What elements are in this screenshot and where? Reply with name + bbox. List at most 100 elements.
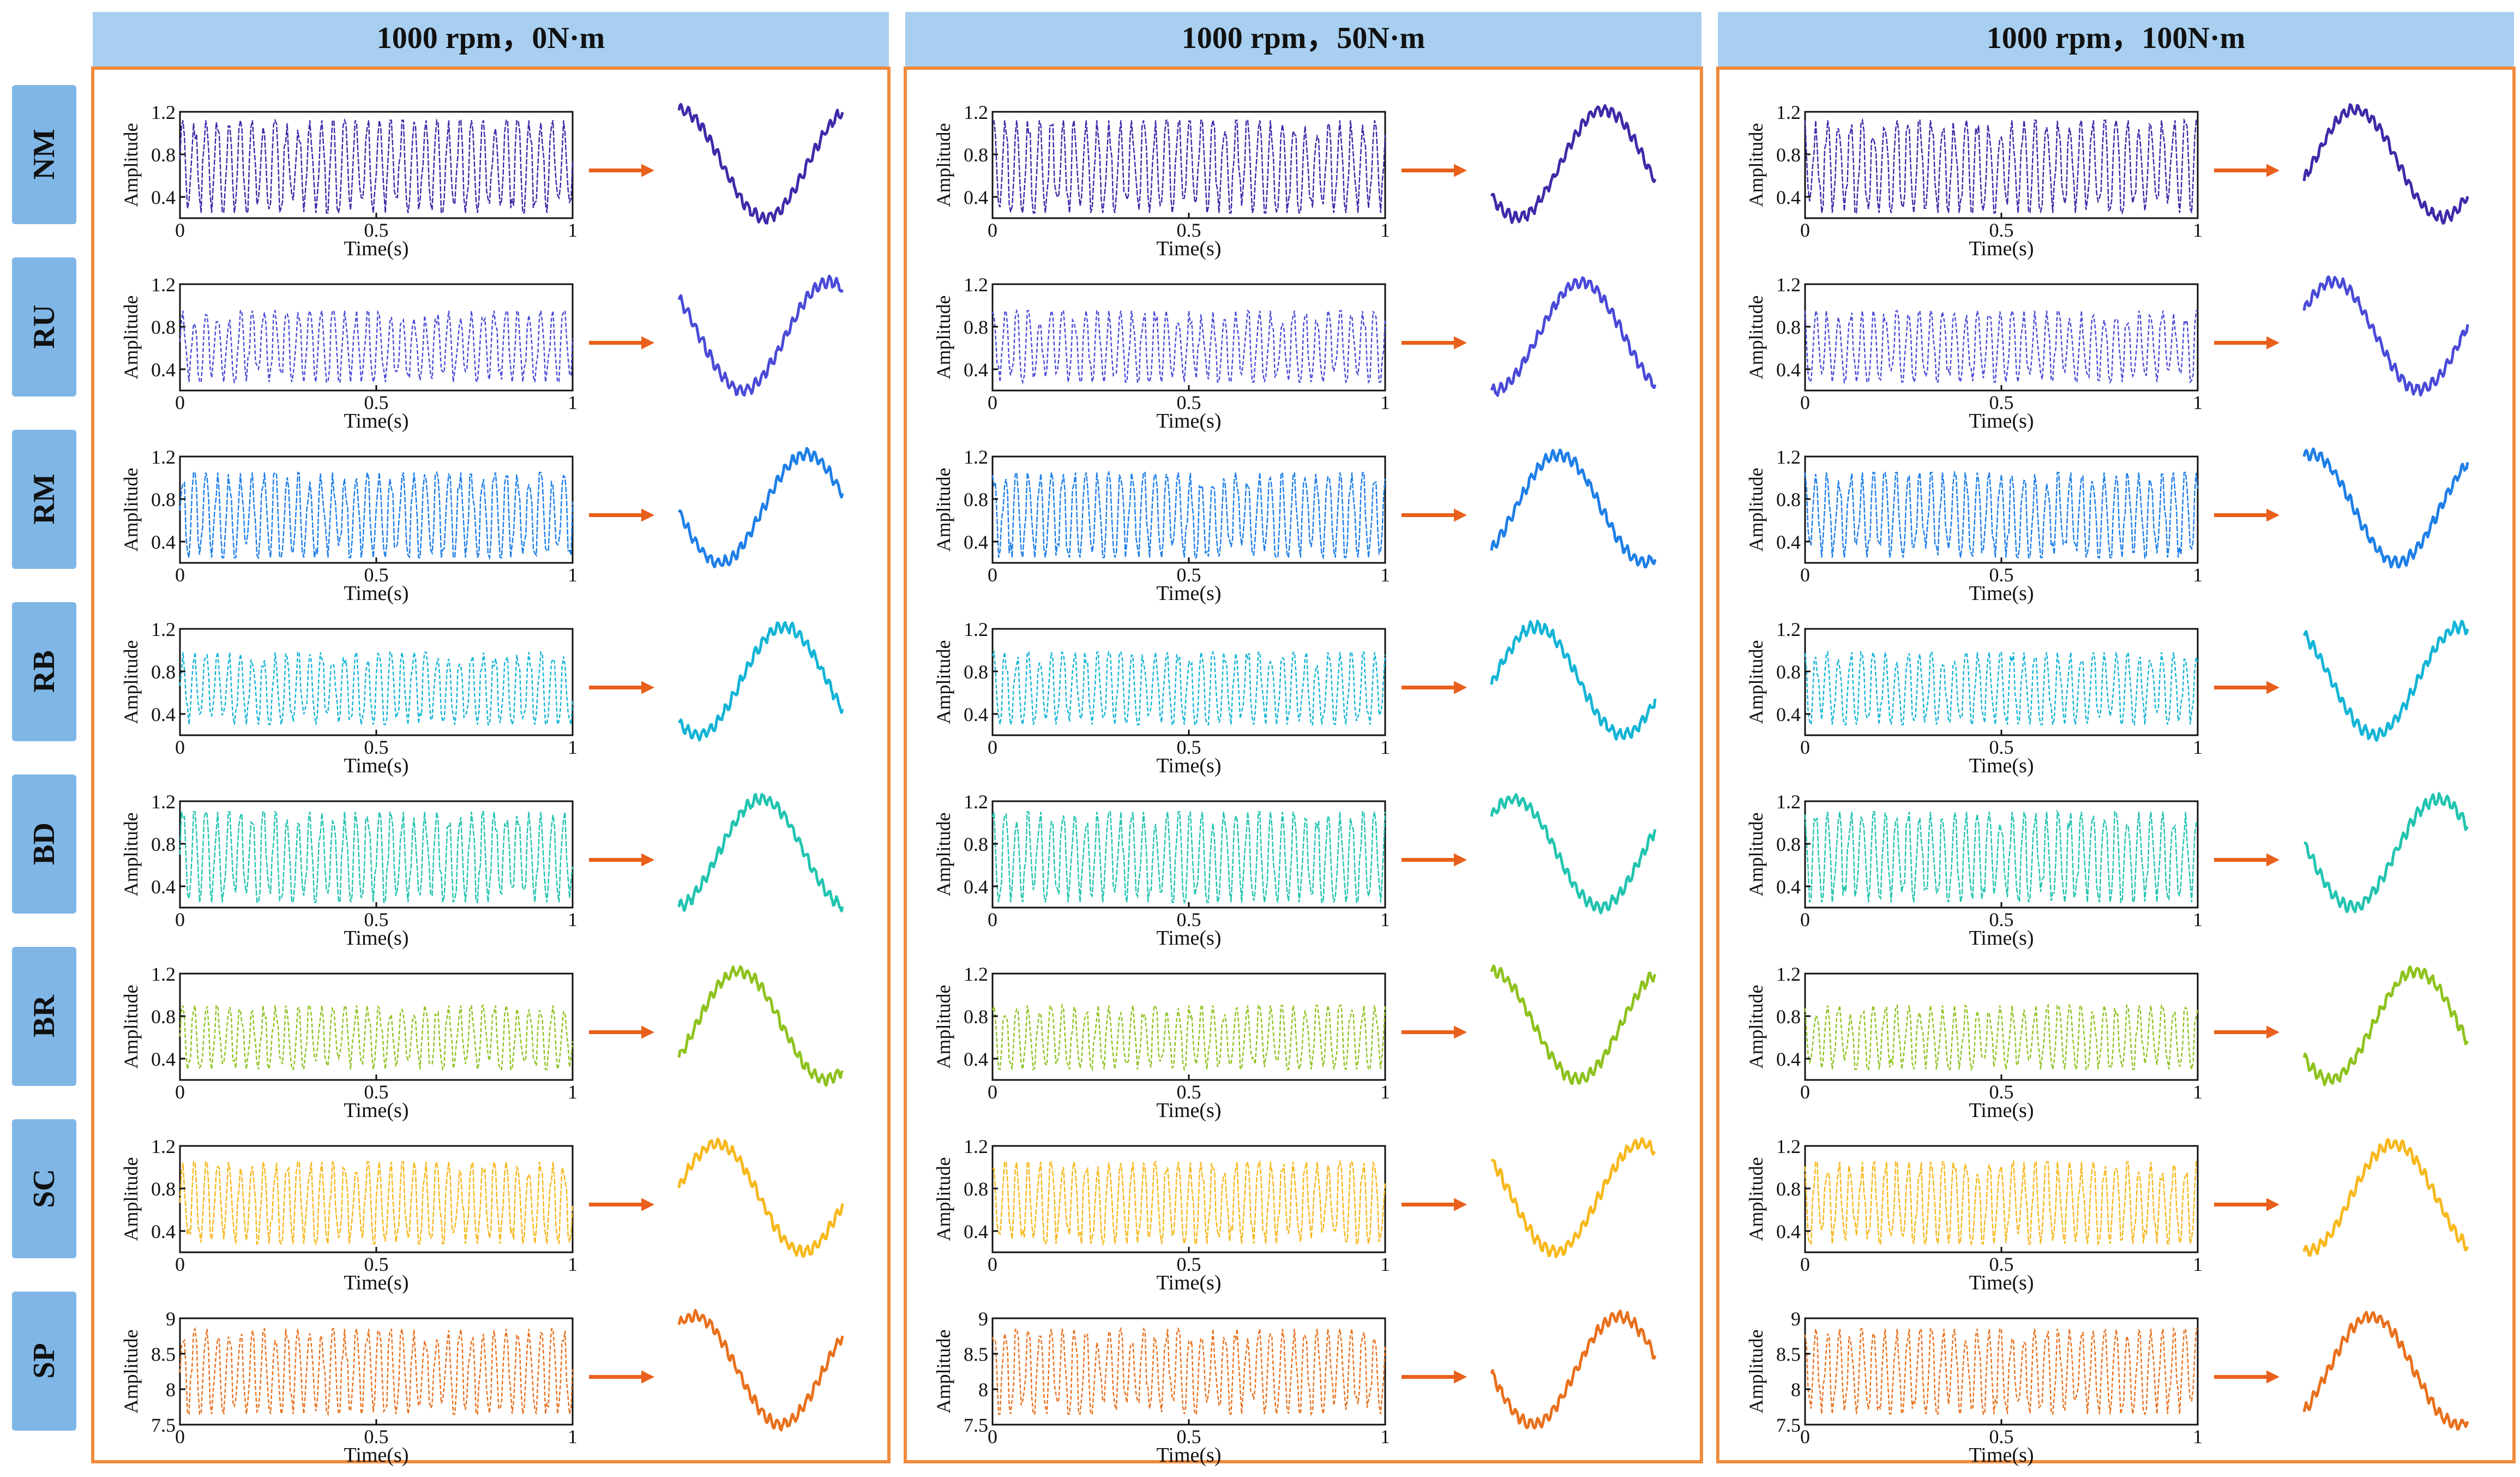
- y-tick-label: 9: [978, 1308, 988, 1330]
- y-tick-label: 0.8: [1776, 144, 1801, 166]
- row-label-text: RB: [27, 650, 61, 693]
- y-tick-label: 7.5: [964, 1414, 988, 1436]
- y-tick-label: 1.2: [964, 963, 988, 985]
- arrow-head: [2266, 508, 2280, 522]
- cell-bd-col2: 0.4 0.8 1.2 0 0.5 1 Time(s) Amplitude: [933, 791, 1657, 950]
- x-tick-label: 0.5: [1177, 564, 1201, 586]
- x-axis-label: Time(s): [1157, 754, 1222, 777]
- x-tick-label: 1: [2193, 392, 2203, 413]
- arrow-head: [1454, 164, 1467, 177]
- x-tick-label: 0.5: [364, 1426, 389, 1448]
- x-axis-label: Time(s): [344, 927, 409, 950]
- y-axis-label: Amplitude: [933, 813, 954, 897]
- y-axis-label: Amplitude: [120, 468, 142, 552]
- x-tick-label: 0: [175, 564, 185, 586]
- x-axis-label: Time(s): [1157, 237, 1222, 260]
- y-axis-label: Amplitude: [933, 1157, 954, 1241]
- signal-line: [992, 119, 1386, 214]
- x-axis-label: Time(s): [1969, 754, 2034, 777]
- y-tick-label: 0.8: [1776, 489, 1801, 511]
- x-axis-label: Time(s): [1969, 927, 2034, 950]
- x-tick-label: 1: [1380, 1253, 1390, 1275]
- column-header-3: 1000 rpm，100N·m: [1718, 12, 2514, 67]
- extracted-waveform: [1490, 793, 1657, 915]
- arrow-head: [2266, 681, 2280, 694]
- column-header-1: 1000 rpm，0N·m: [93, 12, 889, 67]
- y-tick-label: 0.8: [964, 1006, 988, 1028]
- cell-sp-col1: 7.5 8 8.5 9 0 0.5 1 Time(s) Amplitude: [120, 1308, 844, 1467]
- x-tick-label: 1: [2193, 909, 2203, 930]
- x-tick-label: 0: [988, 736, 997, 758]
- y-tick-label: 0.4: [151, 704, 176, 725]
- row-label-bg: [12, 947, 76, 1086]
- x-axis-label: Time(s): [1157, 1099, 1222, 1122]
- y-tick-label: 0.8: [1776, 833, 1801, 855]
- y-tick-label: 8: [978, 1379, 988, 1401]
- row-label-ru: RU: [12, 257, 76, 397]
- x-tick-label: 1: [568, 909, 578, 930]
- row-label-bg: [12, 774, 76, 914]
- extracted-waveform: [2302, 103, 2469, 225]
- arrow-head: [2266, 853, 2280, 867]
- y-tick-label: 0.4: [964, 704, 988, 725]
- row-label-br: BR: [12, 947, 76, 1086]
- plot-frame: [179, 1317, 574, 1426]
- y-tick-label: 1.2: [1776, 101, 1801, 123]
- y-tick-label: 0.8: [1776, 1006, 1801, 1028]
- row-label-sc: SC: [12, 1119, 76, 1258]
- y-tick-label: 0.8: [964, 144, 988, 166]
- x-axis-label: Time(s): [1157, 410, 1222, 433]
- row-label-bd: BD: [12, 774, 76, 914]
- y-tick-label: 1.2: [1776, 791, 1801, 813]
- x-tick-label: 1: [1380, 392, 1390, 413]
- x-axis-label: Time(s): [1157, 1271, 1222, 1294]
- cell-bd-col3: 0.4 0.8 1.2 0 0.5 1 Time(s) Amplitude: [1745, 791, 2469, 950]
- signal-line: [991, 470, 1386, 560]
- signal-line: [991, 650, 1386, 726]
- y-tick-label: 1.2: [964, 791, 988, 813]
- x-tick-label: 0: [175, 392, 185, 413]
- x-tick-label: 1: [568, 1253, 578, 1275]
- x-tick-label: 0: [988, 219, 997, 241]
- y-tick-label: 1.2: [151, 963, 176, 985]
- x-tick-label: 0.5: [1177, 736, 1201, 758]
- x-tick-label: 0: [175, 909, 185, 930]
- y-axis-label: Amplitude: [120, 296, 142, 380]
- arrow-head: [641, 1198, 654, 1211]
- x-tick-label: 0.5: [1177, 392, 1201, 413]
- extracted-waveform: [1490, 276, 1657, 397]
- signal-line: [179, 308, 574, 384]
- y-axis-label: Amplitude: [120, 813, 142, 897]
- y-tick-label: 1.2: [1776, 446, 1801, 468]
- x-tick-label: 0: [1800, 736, 1810, 758]
- y-tick-label: 0.4: [151, 1221, 176, 1242]
- y-tick-label: 0.8: [964, 833, 988, 855]
- row-label-bg: [12, 430, 76, 569]
- arrow-head: [641, 164, 654, 177]
- x-axis-label: Time(s): [344, 1444, 409, 1467]
- x-axis-label: Time(s): [1157, 927, 1222, 950]
- y-tick-label: 0.8: [964, 316, 988, 338]
- y-tick-label: 7.5: [151, 1414, 176, 1436]
- extracted-waveform: [677, 965, 844, 1087]
- x-tick-label: 0.5: [1989, 392, 2014, 413]
- cell-rb-col2: 0.4 0.8 1.2 0 0.5 1 Time(s) Amplitude: [933, 619, 1657, 777]
- y-tick-label: 0.4: [964, 531, 988, 553]
- x-axis-label: Time(s): [1969, 582, 2034, 605]
- cell-sp-col2: 7.5 8 8.5 9 0 0.5 1 Time(s) Amplitude: [933, 1308, 1657, 1467]
- cell-nm-col1: 0.4 0.8 1.2 0 0.5 1 Time(s) Amplitude: [120, 101, 844, 260]
- y-tick-label: 0.4: [151, 876, 176, 898]
- row-label-bg: [12, 85, 76, 224]
- x-axis-label: Time(s): [1969, 1444, 2034, 1467]
- extracted-waveform: [1490, 964, 1657, 1085]
- signal-line: [179, 810, 574, 904]
- plot-frame: [1804, 1145, 2199, 1253]
- signal-line: [1804, 308, 2198, 385]
- y-tick-label: 1.2: [1776, 274, 1801, 296]
- row-label-sp: SP: [12, 1292, 76, 1431]
- y-tick-label: 1.2: [151, 101, 176, 123]
- x-tick-label: 0: [175, 1426, 185, 1448]
- y-axis-label: Amplitude: [1745, 1157, 1767, 1241]
- arrow-head: [2266, 336, 2280, 350]
- y-tick-label: 1.2: [151, 274, 176, 296]
